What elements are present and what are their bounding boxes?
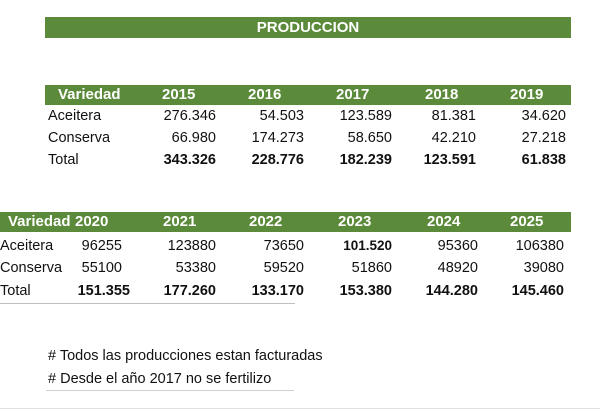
header-year: 2015 [162,86,196,103]
total-cell: 182.239 [339,152,392,168]
table-cell: 51860 [351,260,392,276]
table-cell: 123880 [167,238,216,254]
total-cell: 133.170 [251,283,304,299]
table-cell: 174.273 [251,130,304,146]
note-text: # Todos las producciones estan facturada… [48,348,323,364]
table-header-row [45,85,571,105]
header-variedad: Variedad [8,213,71,230]
table-cell: 58.650 [347,130,392,146]
total-cell: 343.326 [163,152,216,168]
page-title: PRODUCCION [256,19,360,36]
header-year: 2019 [510,86,544,103]
divider [0,408,600,409]
table-cell: 276.346 [163,108,216,124]
table-cell: 95360 [437,238,478,254]
table-cell: 48920 [437,260,478,276]
table-cell: 55100 [81,260,122,276]
header-year: 2018 [425,86,459,103]
header-variedad: Variedad [58,86,121,103]
total-cell: 123.591 [423,152,476,168]
table-cell: 96255 [81,238,122,254]
row-label: Conserva [0,260,63,276]
row-label: Aceitera [48,108,102,124]
table-cell: 101.520 [343,238,392,253]
total-cell: 228.776 [251,152,304,168]
table-cell: 39080 [523,260,564,276]
header-year: 2017 [336,86,370,103]
table-cell: 123.589 [339,108,392,124]
header-year: 2024 [427,213,461,230]
table-cell: 54.503 [259,108,304,124]
table-cell: 81.381 [431,108,476,124]
table-cell: 59520 [263,260,304,276]
header-year: 2025 [510,213,544,230]
divider [0,303,295,304]
table-cell: 73650 [263,238,304,254]
header-year: 2023 [338,213,372,230]
row-label: Aceitera [0,238,54,254]
row-label: Total [0,283,31,299]
table-cell: 66.980 [171,130,216,146]
table-cell: 27.218 [521,130,566,146]
table-cell: 53380 [175,260,216,276]
total-cell: 177.260 [163,283,216,299]
table-cell: 106380 [515,238,564,254]
table-header-row [0,212,571,232]
row-label: Total [48,152,79,168]
total-cell: 151.355 [77,283,130,299]
header-year: 2016 [248,86,282,103]
total-cell: 61.838 [521,152,566,168]
row-label: Conserva [48,130,111,146]
total-cell: 153.380 [339,283,392,299]
note-text: # Desde el año 2017 no se fertilizo [48,371,272,387]
header-year: 2022 [249,213,283,230]
title-bar: PRODUCCION [45,17,571,38]
total-cell: 144.280 [425,283,478,299]
header-year: 2020 [75,213,109,230]
table-cell: 34.620 [521,108,566,124]
divider [46,390,294,391]
total-cell: 145.460 [511,283,564,299]
table-cell: 42.210 [431,130,476,146]
header-year: 2021 [163,213,197,230]
